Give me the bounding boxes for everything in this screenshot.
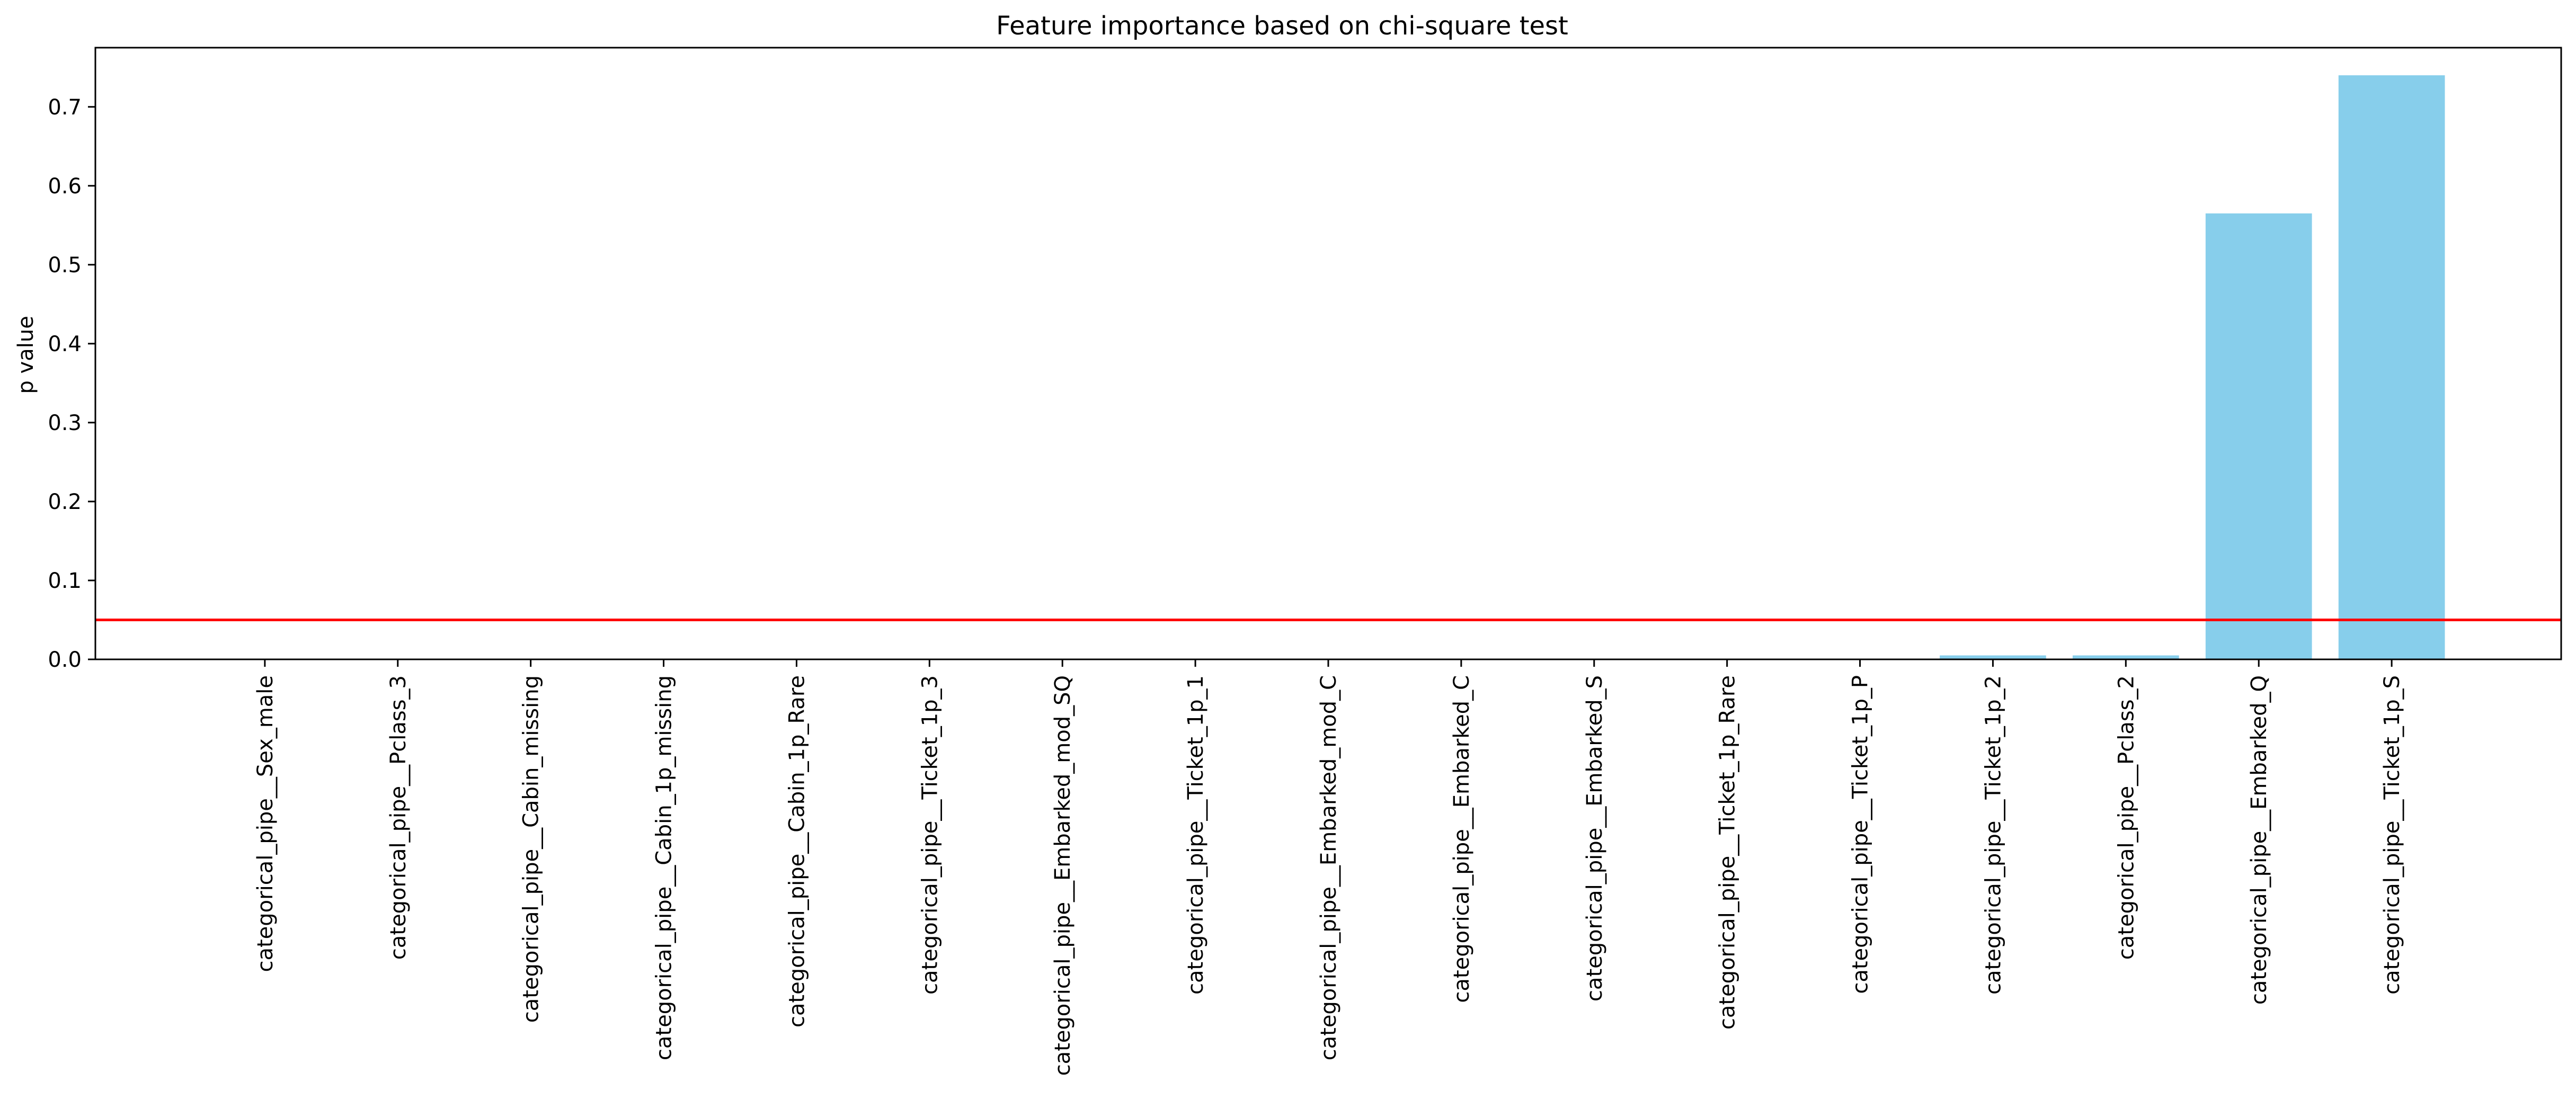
y-tick-label: 0.6 [48, 174, 82, 199]
x-tick-label: categorical_pipe__Embarked_mod_C [1317, 675, 1341, 1060]
x-tick-label: categorical_pipe__Ticket_1p_3 [918, 675, 942, 995]
x-tick-label: categorical_pipe__Pclass_2 [2114, 675, 2138, 960]
plot-area: 0.0 0.1 0.2 0.3 0.4 0.5 0.6 0.7 categorical_pipe… [48, 47, 2562, 1076]
bar [1940, 655, 2046, 659]
x-tick-label: categorical_pipe__Embarked_Q [2247, 675, 2271, 1005]
bar [2205, 213, 2312, 659]
x-tick-label: categorical_pipe__Cabin_1p_missing [652, 675, 677, 1060]
x-tick-label: categorical_pipe__Embarked_mod_SQ [1051, 675, 1075, 1076]
y-tick-label: 0.0 [48, 648, 82, 672]
y-tick-label: 0.7 [48, 95, 82, 120]
x-tick-label: categorical_pipe__Cabin_1p_Rare [785, 675, 809, 1027]
x-tick-label: categorical_pipe__Pclass_3 [386, 675, 411, 960]
x-tick-label: categorical_pipe__Cabin_missing [519, 675, 544, 1023]
bar [2338, 75, 2445, 660]
y-tick-label: 0.5 [48, 253, 82, 278]
x-tick-label: categorical_pipe__Embarked_S [1583, 675, 1607, 1001]
y-tick-label: 0.1 [48, 569, 82, 593]
plot-frame [94, 47, 2562, 660]
bar [2072, 655, 2179, 659]
x-tick-label: categorical_pipe__Ticket_1p_S [2380, 675, 2404, 995]
chart-title: Feature importance based on chi-square t… [996, 11, 1568, 41]
x-tick-label: categorical_pipe__Ticket_1p_1 [1184, 675, 1208, 995]
y-tick-label: 0.3 [48, 411, 82, 435]
x-tick-label: categorical_pipe__Ticket_1p_Rare [1716, 675, 1740, 1030]
x-tick-label: categorical_pipe__Embarked_C [1450, 675, 1474, 1003]
y-axis-label: p value [14, 316, 38, 393]
x-tick-label: categorical_pipe__Ticket_1p_P [1849, 675, 1873, 994]
x-tick-label: categorical_pipe__Ticket_1p_2 [1981, 675, 2005, 995]
y-tick-label: 0.2 [48, 490, 82, 514]
y-tick-label: 0.4 [48, 332, 82, 356]
x-tick-label: categorical_pipe__Sex_male [253, 675, 278, 972]
